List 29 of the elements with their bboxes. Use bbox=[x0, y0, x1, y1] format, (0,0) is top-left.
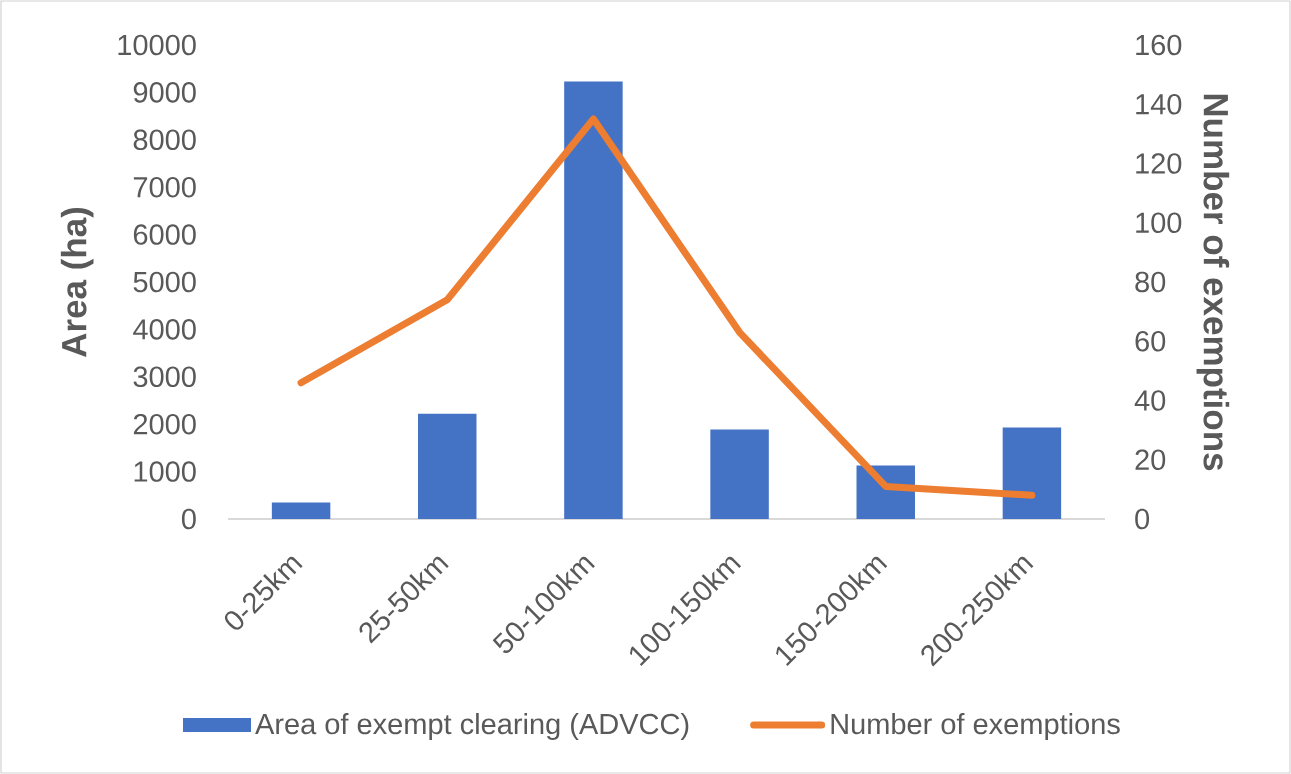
y2-tick-label: 140 bbox=[1136, 93, 1182, 115]
bar bbox=[1002, 427, 1062, 519]
y2-tick-label: 60 bbox=[1135, 330, 1166, 352]
bar bbox=[564, 81, 623, 519]
y-tick-label: 1000 bbox=[134, 461, 196, 482]
y-tick-label: 10000 bbox=[118, 34, 196, 56]
bar bbox=[271, 502, 331, 519]
y-tick-label: 2000 bbox=[133, 413, 196, 435]
y-tick-label: 8000 bbox=[133, 129, 196, 151]
y2-tick-label: 20 bbox=[1135, 449, 1166, 470]
y2-tick-label: 100 bbox=[1136, 212, 1182, 233]
y-tick-label: 6000 bbox=[133, 224, 196, 245]
bar bbox=[418, 413, 477, 519]
y-tick-label: 5000 bbox=[133, 271, 196, 293]
y2-axis-title: Number of exemptions bbox=[1196, 94, 1230, 471]
y-tick-label: 4000 bbox=[133, 319, 196, 340]
y2-tick-label: 40 bbox=[1134, 390, 1166, 411]
y2-tick-label: 80 bbox=[1135, 271, 1166, 293]
y-axis-title: Area (ha) bbox=[60, 207, 94, 357]
bar bbox=[710, 429, 769, 519]
y-tick-label: 3000 bbox=[133, 366, 196, 388]
y-tick-label: 9000 bbox=[133, 82, 196, 103]
y2-tick-label: 160 bbox=[1136, 34, 1182, 56]
legend-label: Area of exempt clearing (ADVCC) bbox=[255, 712, 689, 741]
y-tick-label: 0 bbox=[181, 508, 196, 530]
y2-tick-label: 0 bbox=[1135, 508, 1150, 530]
y-tick-label: 7000 bbox=[133, 176, 196, 198]
legend-label: Number of exemptions bbox=[831, 712, 1120, 741]
y2-tick-label: 120 bbox=[1136, 153, 1182, 174]
